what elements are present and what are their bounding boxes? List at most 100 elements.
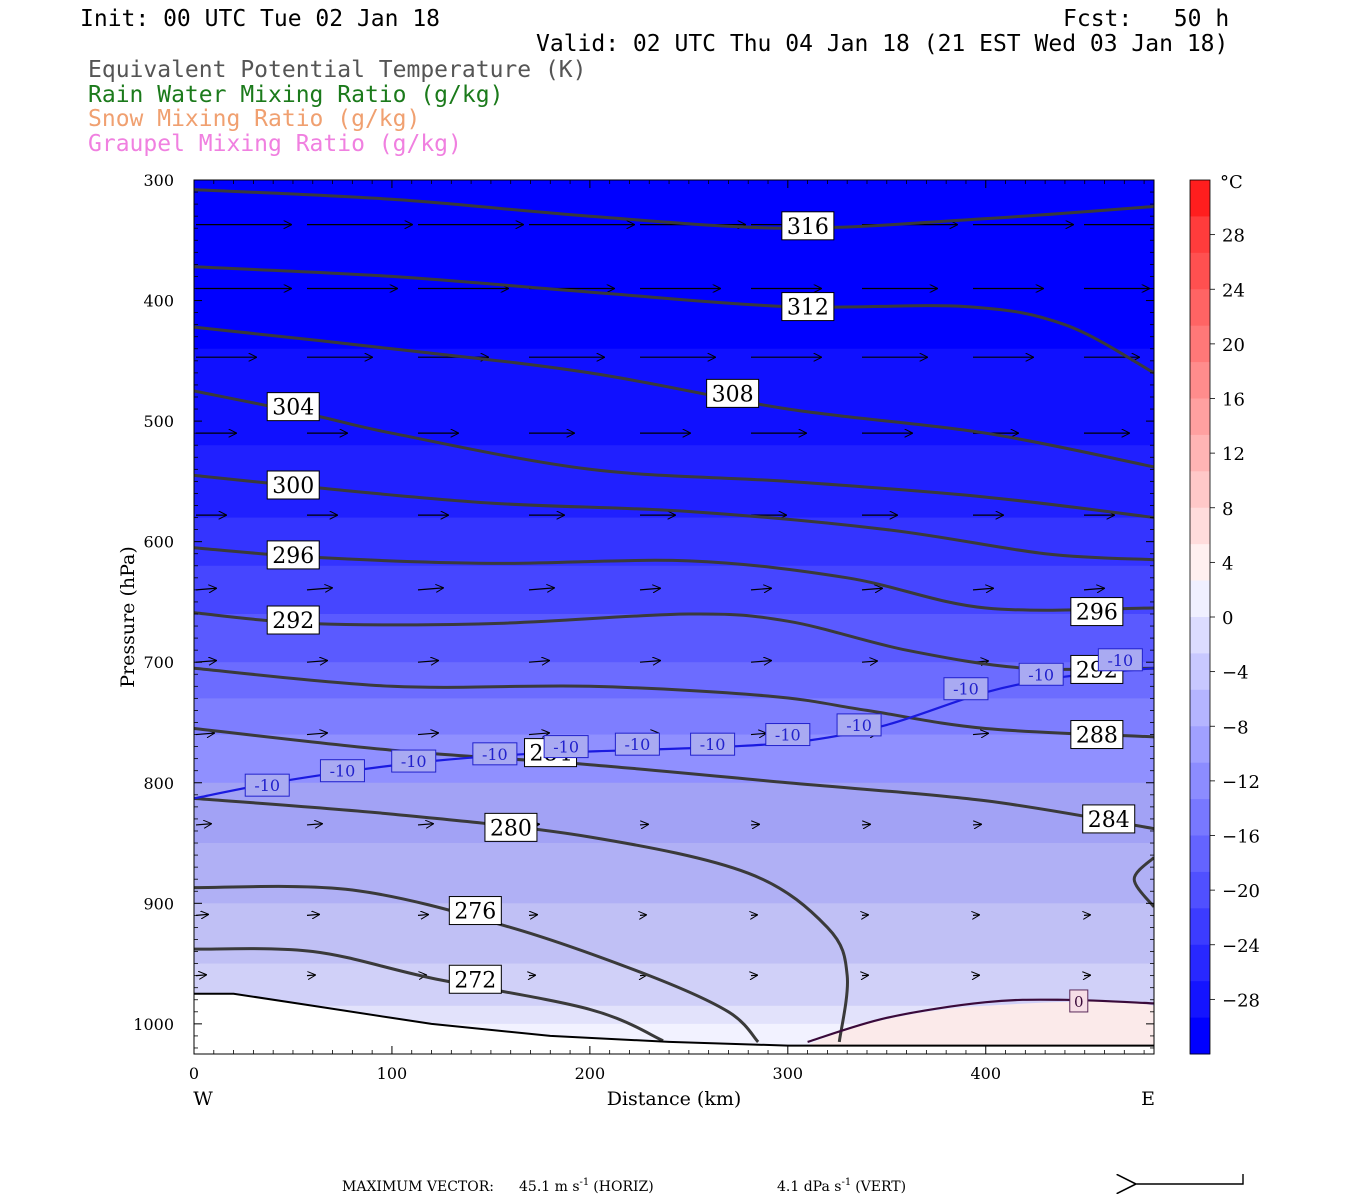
temp-label: -10 bbox=[1028, 665, 1054, 684]
colorbar: °C 28 24 20 16 12 8 4 0 −4 −8 −12 −16 −20 −24 −28 bbox=[1189, 172, 1260, 1055]
theta-e-label: 296 bbox=[1076, 601, 1118, 626]
colorbar-label: 0 bbox=[1222, 608, 1233, 629]
theta-e-label: 316 bbox=[787, 215, 829, 240]
max-vector-horiz: 45.1 m s-1 (HORIZ) bbox=[519, 1177, 654, 1195]
theta-e-contour-284 bbox=[194, 727, 1154, 831]
plot-frame bbox=[193, 179, 1155, 1055]
theta-e-label-box bbox=[266, 605, 320, 635]
wind-vector bbox=[195, 588, 216, 590]
temp-contour-0 bbox=[807, 998, 1154, 1043]
wind-vector bbox=[306, 975, 315, 976]
colorbar-swatch bbox=[1190, 981, 1210, 1019]
y-tick-label: 900 bbox=[143, 894, 174, 913]
shade-band bbox=[194, 445, 1154, 519]
wind-vector bbox=[750, 661, 771, 663]
east-label: E bbox=[1141, 1088, 1155, 1110]
theta-e-label: 312 bbox=[787, 296, 829, 321]
colorbar-label: 4 bbox=[1222, 553, 1233, 574]
wind-vector bbox=[306, 588, 332, 590]
colorbar-swatch bbox=[1190, 908, 1210, 946]
colorbar-swatch bbox=[1190, 835, 1210, 873]
max-vector-vert: 4.1 dPa s-1 (VERT) bbox=[777, 1177, 906, 1195]
theta-e-label-box bbox=[266, 470, 320, 500]
temp-label: -10 bbox=[1107, 651, 1133, 670]
y-tick-label: 600 bbox=[143, 533, 174, 552]
temp-label: -10 bbox=[482, 745, 508, 764]
colorbar-swatch bbox=[1190, 434, 1210, 472]
terrain-line bbox=[193, 992, 1154, 1047]
y-tick-label: 500 bbox=[143, 412, 174, 431]
colorbar-swatch bbox=[1190, 216, 1210, 254]
wind-vector bbox=[750, 733, 766, 734]
colorbar-label: 28 bbox=[1222, 226, 1245, 247]
colorbar-swatch bbox=[1190, 180, 1210, 217]
colorbar-unit: °C bbox=[1220, 172, 1243, 193]
temp-label: -10 bbox=[846, 716, 872, 735]
theta-e-label: 276 bbox=[454, 900, 496, 925]
colorbar-swatch bbox=[1190, 617, 1210, 654]
theta-e-label: 284 bbox=[1088, 808, 1130, 833]
temp-label: -10 bbox=[254, 776, 280, 795]
theta-e-label: 272 bbox=[454, 968, 496, 993]
theta-e-contour-296 bbox=[194, 546, 1154, 612]
theta-e-label-box bbox=[1070, 597, 1124, 627]
colorbar-label: −4 bbox=[1222, 663, 1249, 684]
temp-label-box bbox=[472, 742, 518, 766]
colorbar-swatch bbox=[1190, 471, 1210, 509]
colorbar-swatch bbox=[1190, 398, 1210, 436]
wind-vector bbox=[306, 661, 327, 663]
wind-vector bbox=[639, 824, 648, 825]
x-tick-label: 300 bbox=[773, 1064, 804, 1083]
reference-vector-arrow bbox=[1134, 1174, 1244, 1184]
theta-e-contour-288 bbox=[194, 666, 1154, 739]
colorbar-label: 12 bbox=[1222, 444, 1245, 465]
theta-e-label: 308 bbox=[712, 382, 754, 407]
y-tick-label: 300 bbox=[143, 171, 174, 190]
init-time: Init: 00 UTC Tue 02 Jan 18 bbox=[80, 6, 441, 32]
warm-region bbox=[787, 1001, 1154, 1054]
shade-band bbox=[194, 662, 1154, 700]
max-vector-label: MAXIMUM VECTOR: bbox=[342, 1179, 494, 1195]
terrain-fill bbox=[194, 993, 1154, 1054]
colorbar-swatch bbox=[1190, 325, 1210, 363]
wind-vector bbox=[195, 733, 214, 734]
temp-label: -10 bbox=[700, 735, 726, 754]
temp-label-box bbox=[836, 713, 882, 737]
theta-e-contour-272 bbox=[194, 947, 664, 1043]
theta-e-contour-312 bbox=[194, 265, 1154, 375]
theta-e-contour-308 bbox=[194, 325, 1154, 469]
theta-e-label: 296 bbox=[272, 544, 314, 569]
temp-label: -10 bbox=[775, 726, 801, 745]
x-axis-title: Distance (km) bbox=[607, 1088, 742, 1110]
wind-vector bbox=[639, 661, 660, 663]
theta-e-contour-280 bbox=[194, 796, 849, 1043]
field-graupel: Graupel Mixing Ratio (g/kg) bbox=[88, 131, 462, 157]
theta-e-contour-edge bbox=[1132, 856, 1154, 908]
wind-vector bbox=[417, 733, 438, 735]
temp-label-box bbox=[614, 732, 660, 756]
theta-e-contour-276 bbox=[194, 884, 760, 1043]
wind-vector bbox=[861, 661, 877, 662]
west-label: W bbox=[193, 1088, 213, 1110]
temp-label-box bbox=[1018, 662, 1064, 686]
x-tick-label: 200 bbox=[575, 1064, 606, 1083]
y-tick-label: 800 bbox=[143, 774, 174, 793]
theta-e-label-box bbox=[706, 378, 760, 408]
wind-vector bbox=[972, 588, 993, 590]
theta-e-contours bbox=[194, 188, 1154, 1043]
colorbar-swatch bbox=[1190, 289, 1210, 327]
temp-label-box bbox=[690, 732, 736, 756]
colorbar-label: −8 bbox=[1222, 717, 1249, 738]
colorbar-swatch bbox=[1190, 1017, 1210, 1055]
shade-band bbox=[194, 348, 1154, 447]
shade-band bbox=[194, 565, 1154, 615]
zero-label-box bbox=[1069, 989, 1089, 1013]
wind-vector bbox=[861, 824, 870, 825]
colorbar-swatch bbox=[1190, 362, 1210, 399]
theta-e-label: 288 bbox=[1076, 724, 1118, 749]
temp-label-box bbox=[1097, 648, 1143, 672]
axes: 300 400 500 600 700 800 900 1000 0 100 200 300 400 bbox=[133, 171, 1154, 1083]
y-tick-label: 700 bbox=[143, 653, 174, 672]
colorbar-swatch bbox=[1190, 653, 1210, 691]
colorbar-swatch bbox=[1190, 580, 1210, 618]
